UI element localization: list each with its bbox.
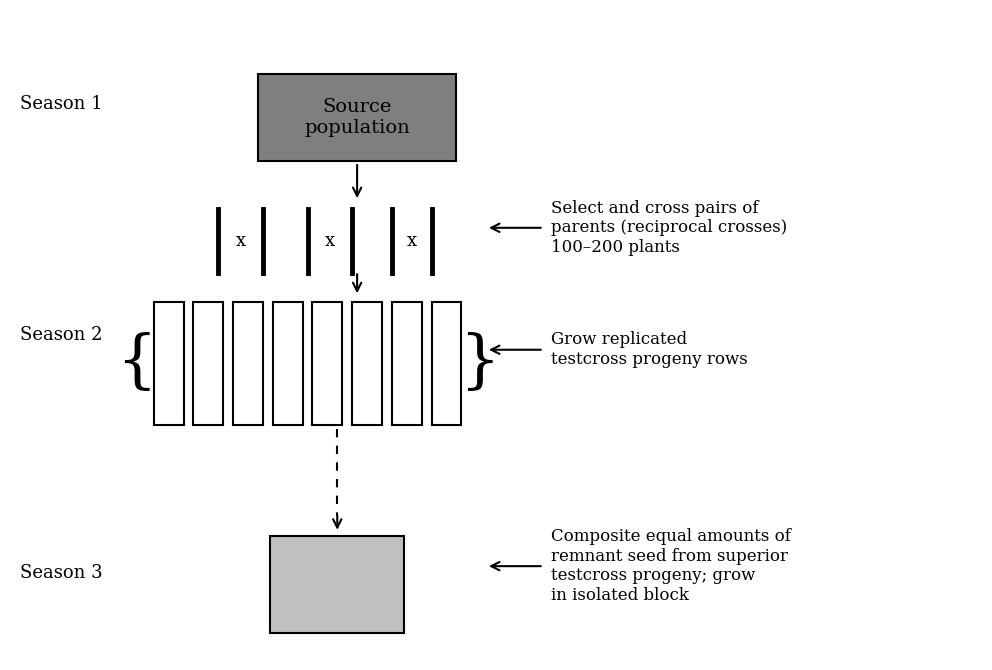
- Bar: [273, 302, 303, 425]
- Bar: [233, 302, 263, 425]
- Bar: [352, 302, 382, 425]
- Text: }: }: [459, 333, 499, 394]
- Bar: [392, 302, 422, 425]
- Text: Season 2: Season 2: [20, 326, 102, 344]
- Text: x: x: [407, 232, 417, 250]
- Bar: [154, 302, 184, 425]
- Text: Season 3: Season 3: [20, 564, 102, 582]
- Bar: [432, 302, 461, 425]
- Bar: [312, 302, 342, 425]
- Bar: [270, 536, 404, 633]
- Bar: [258, 74, 456, 161]
- Text: x: x: [235, 232, 246, 250]
- Text: Select and cross pairs of
parents (reciprocal crosses)
100–200 plants: Select and cross pairs of parents (recip…: [551, 200, 787, 256]
- Text: Grow replicated
testcross progeny rows: Grow replicated testcross progeny rows: [551, 332, 747, 368]
- Text: Composite equal amounts of
remnant seed from superior
testcross progeny; grow
in: Composite equal amounts of remnant seed …: [551, 528, 791, 604]
- Text: Season 1: Season 1: [20, 95, 102, 113]
- Text: {: {: [116, 333, 156, 394]
- Text: x: x: [324, 232, 335, 250]
- Text: Source
population: Source population: [305, 98, 410, 137]
- Bar: [193, 302, 223, 425]
